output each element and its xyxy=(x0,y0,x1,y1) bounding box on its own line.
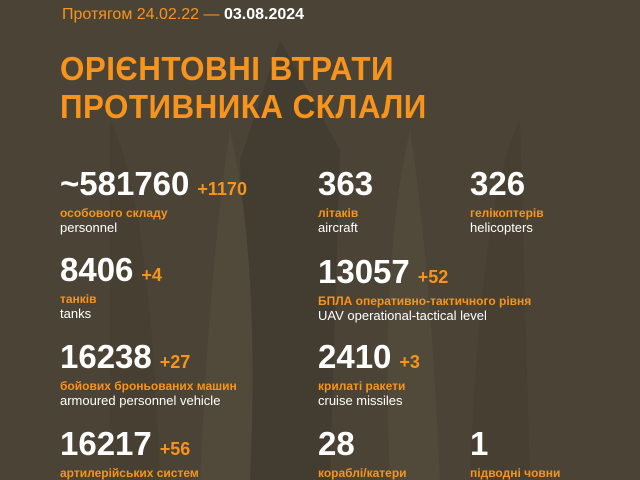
period-subtitle: Протягом 24.02.22 — 03.08.2024 xyxy=(62,6,304,24)
stat-label-ua: гелікоптерів xyxy=(470,206,544,220)
title-line-1: ОРІЄНТОВНІ ВТРАТИ xyxy=(60,50,394,87)
stat-value: 28 xyxy=(318,425,355,462)
stat-label-ua: літаків xyxy=(318,206,359,220)
stat-value: 363 xyxy=(318,165,374,202)
stat-value: 16217 xyxy=(60,425,152,462)
stat-value: 13057 xyxy=(318,253,410,290)
stat-label-ua: кораблі/катери xyxy=(318,466,407,480)
stat-helicopters: 326 гелікоптерів helicopters xyxy=(470,165,544,236)
stat-value: 8406 xyxy=(60,251,134,288)
stat-value: 1 xyxy=(470,425,489,462)
stat-label-ua: артилерійських систем xyxy=(60,466,199,480)
stat-label-en: aircraft xyxy=(318,220,358,235)
stat-value: 326 xyxy=(470,165,526,202)
stat-aircraft: 363 літаків aircraft xyxy=(318,165,374,236)
stat-increment: +4 xyxy=(141,265,162,285)
stat-label-ua: бойових броньованих машин xyxy=(60,379,237,393)
stat-increment: +3 xyxy=(399,352,420,372)
stat-increment: +56 xyxy=(159,439,191,459)
stat-artillery: 16217 +56 артилерійських систем xyxy=(60,426,199,480)
stat-uav: 13057 +52 БПЛА оперативно-тактичного рівн… xyxy=(318,253,532,324)
stat-submarines: 1 підводні човни xyxy=(470,426,560,480)
stat-tanks: 8406 +4 танків tanks xyxy=(60,251,162,322)
stat-personnel: ~581760 +1170 особового складу personnel xyxy=(60,165,247,236)
title-line-2: ПРОТИВНИКА СКЛАЛИ xyxy=(60,88,427,125)
stat-increment: +1170 xyxy=(197,179,247,199)
stat-label-en: cruise missiles xyxy=(318,393,403,408)
stat-increment: +52 xyxy=(417,267,449,287)
period-prefix: Протягом 24.02.22 — xyxy=(62,6,220,23)
stat-cruise-missiles: 2410 +3 крилаті ракети cruise missiles xyxy=(318,338,420,409)
stat-value: ~581760 xyxy=(60,165,190,202)
stat-label-en: armoured personnel vehicle xyxy=(60,393,221,408)
stat-label-ua: підводні човни xyxy=(470,466,561,480)
stat-label-ua: танків xyxy=(60,292,97,306)
stat-increment: +27 xyxy=(159,352,191,372)
stat-label-ua: БПЛА оперативно-тактичного рівня xyxy=(318,294,532,308)
stat-ships: 28 кораблі/катери xyxy=(318,426,407,480)
stat-value: 2410 xyxy=(318,338,392,375)
stat-label-en: personnel xyxy=(60,220,118,235)
stat-value: 16238 xyxy=(60,338,152,375)
stat-label-en: UAV operational-tactical level xyxy=(318,308,487,323)
stat-label-en: helicopters xyxy=(470,220,533,235)
report-date: 03.08.2024 xyxy=(223,6,305,23)
stat-label-ua: крилаті ракети xyxy=(318,379,406,393)
stat-label-ua: особового складу xyxy=(60,206,168,220)
stat-label-en: tanks xyxy=(60,306,92,321)
stat-armoured-vehicles: 16238 +27 бойових броньованих машин armou… xyxy=(60,338,237,409)
